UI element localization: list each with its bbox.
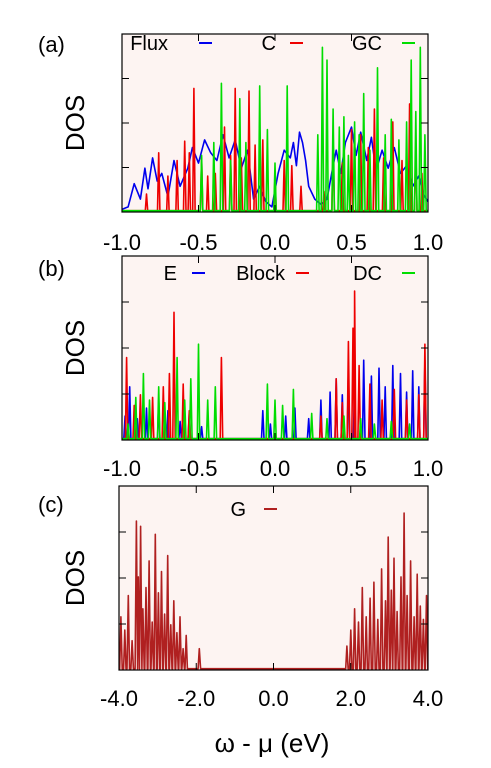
panel-label: (c) (38, 492, 64, 517)
x-tick-label: 2.0 (335, 686, 366, 711)
legend-label: C (262, 33, 276, 55)
y-axis-label: DOS (60, 550, 90, 606)
panel-3: -4.0 -2.0 0.0 2.0 4.0 (c) DOS G (38, 485, 444, 711)
y-axis-label: DOS (60, 320, 90, 376)
x-tick-label: -0.5 (180, 230, 218, 255)
legend-label: E (164, 263, 177, 285)
x-tick-label: 1.0 (413, 230, 444, 255)
legend-label: Flux (130, 33, 168, 55)
series-g-line (119, 512, 428, 670)
x-tick-label: -1.0 (103, 456, 141, 481)
x-tick-label: -2.0 (177, 686, 215, 711)
x-axis-label: ω - μ (eV) (215, 728, 330, 758)
legend-label: G (230, 499, 246, 521)
x-tick-label: 0.5 (336, 456, 367, 481)
x-tick-label: -0.5 (180, 456, 218, 481)
series-block-line (122, 290, 428, 440)
x-tick-label: 0.0 (260, 230, 291, 255)
x-tick-label: 0.5 (336, 230, 367, 255)
x-tick-label: -4.0 (100, 686, 138, 711)
x-tick-label: 4.0 (413, 686, 444, 711)
legend-label: DC (353, 263, 382, 285)
legend-label: GC (352, 33, 382, 55)
panel-1: -1.0 -0.5 0.0 0.5 1.0 (a) DOS Flux C GC (38, 32, 443, 255)
x-tick-label: -1.0 (103, 230, 141, 255)
x-tick-label: 0.0 (258, 686, 289, 711)
x-tick-label: 0.0 (260, 456, 291, 481)
panel-2: -1.0 -0.5 0.0 0.5 1.0 (b) DOS E Block DC (38, 255, 444, 481)
x-tick-label: 1.0 (413, 456, 444, 481)
series-dc-line (122, 343, 428, 440)
y-axis-label: DOS (60, 95, 90, 151)
panel-label: (b) (38, 256, 65, 281)
panel-label: (a) (38, 32, 65, 57)
series-gc-line (122, 46, 428, 212)
legend-label: Block (236, 263, 286, 285)
